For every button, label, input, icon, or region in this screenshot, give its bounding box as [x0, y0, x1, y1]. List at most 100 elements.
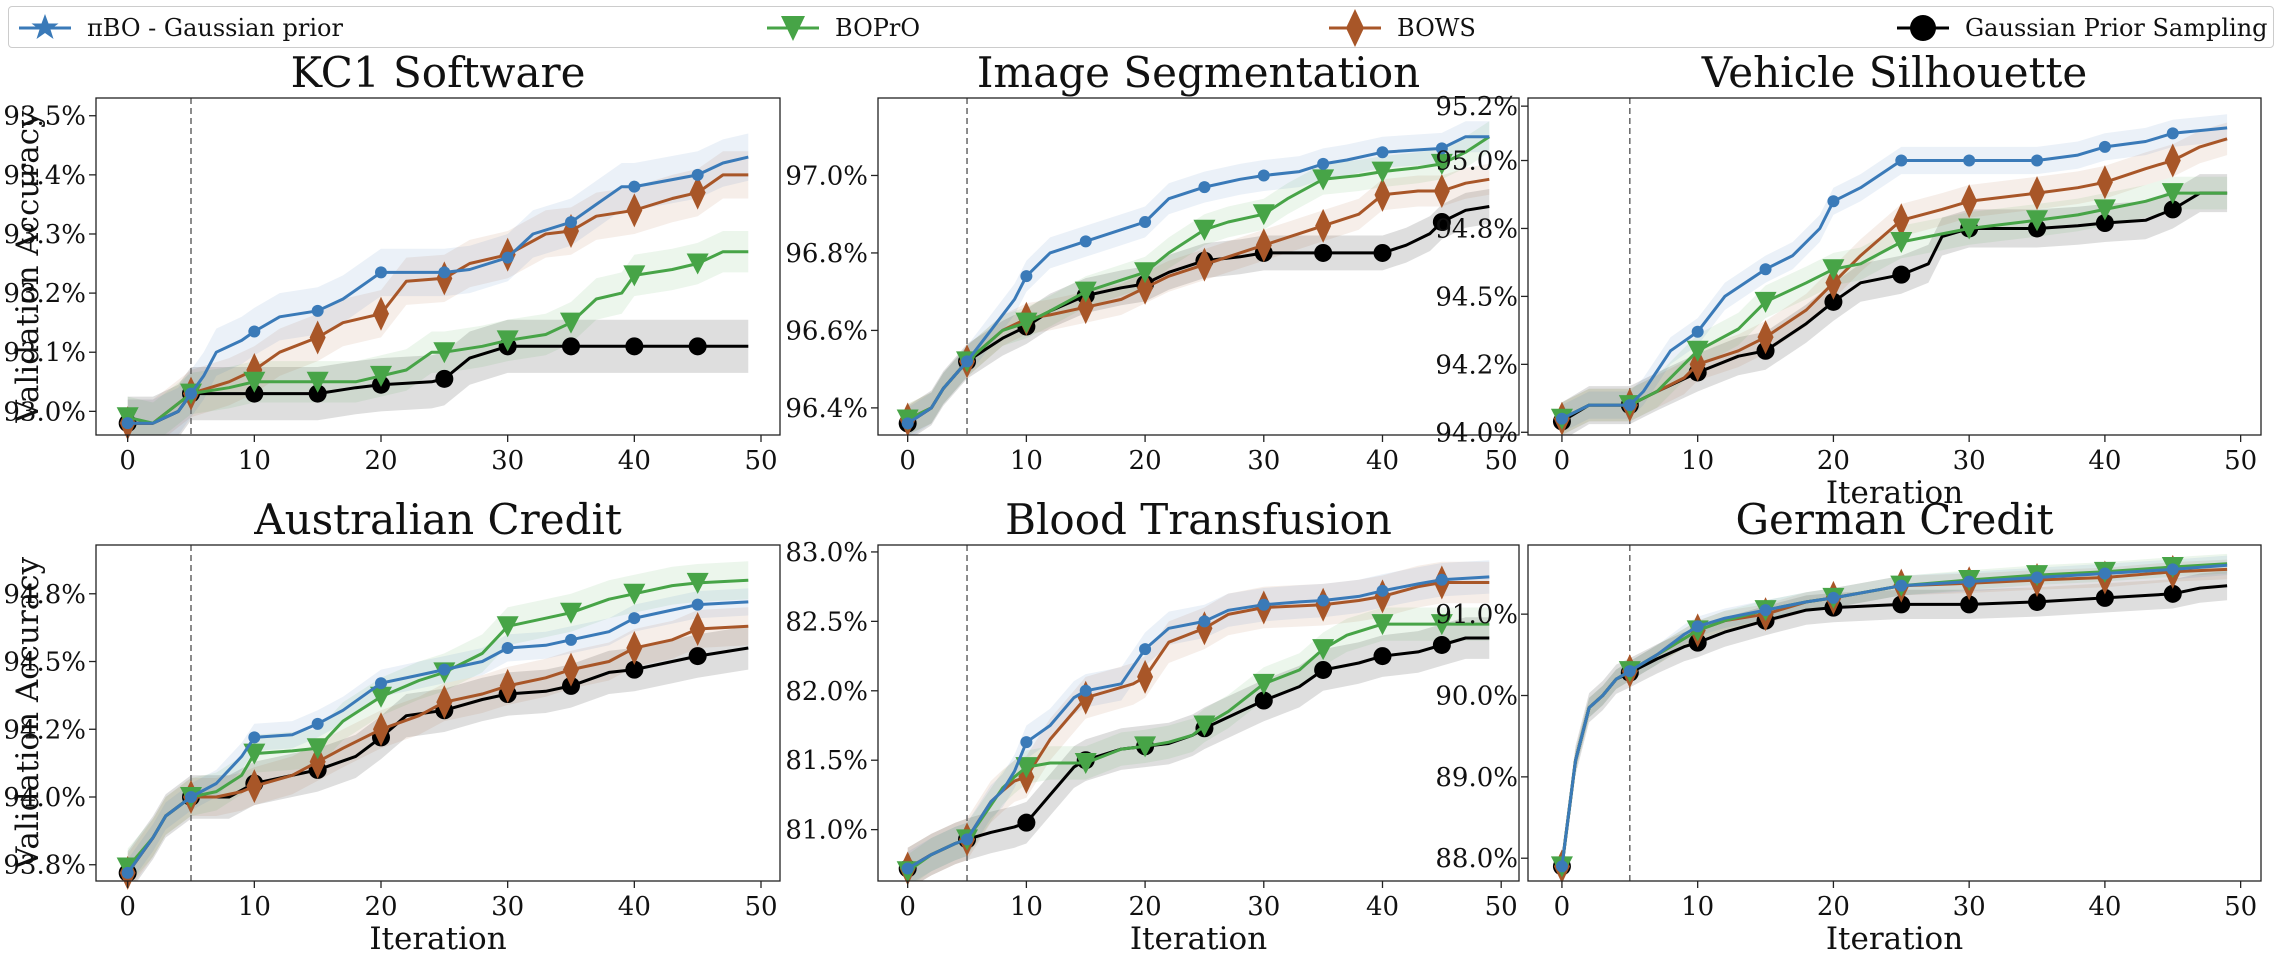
- x-tick-label: 40: [618, 446, 651, 476]
- chart-title: Blood Transfusion: [1005, 495, 1392, 544]
- marker-bopro: [2161, 183, 2184, 205]
- legend-label-gps: Gaussian Prior Sampling: [1965, 14, 2268, 42]
- marker-pibo: [565, 216, 577, 229]
- marker-pibo: [1435, 573, 1448, 586]
- marker-bopro: [1015, 757, 1038, 779]
- x-tick-label: 30: [1247, 892, 1280, 922]
- band-pibo: [127, 133, 749, 435]
- marker-bows: [246, 769, 263, 804]
- marker-pibo: [2098, 567, 2111, 580]
- marker-bows: [689, 612, 706, 646]
- series-line-gps: [906, 205, 1490, 425]
- y-tick-label: 89.0%: [1435, 763, 1518, 793]
- marker-gps: [1314, 243, 1333, 262]
- x-tick-label: 10: [1010, 892, 1043, 922]
- marker-pibo: [2166, 127, 2179, 140]
- y-tick-label: 88.0%: [1435, 844, 1518, 874]
- marker-bopro: [1312, 639, 1335, 661]
- plot-frame: [877, 544, 1520, 882]
- x-tick-label: 40: [1366, 446, 1399, 476]
- marker-pibo: [438, 266, 451, 279]
- y-axis-label: Validation Accuracy: [10, 556, 46, 870]
- marker-bopro: [686, 572, 709, 594]
- marker-bows: [1137, 270, 1154, 305]
- marker-pibo: [1079, 235, 1092, 248]
- marker-pibo: [1759, 263, 1772, 276]
- y-axis-label: Validation Accuracy: [10, 110, 46, 424]
- y-tick-label: 94.5%: [3, 648, 86, 678]
- chart-title: Australian Credit: [253, 495, 622, 544]
- y-tick-label: 93.2%: [3, 279, 86, 309]
- y-tick-label: 81.5%: [785, 746, 868, 776]
- y-tick-label: 94.0%: [1435, 418, 1518, 448]
- y-tick-label: 94.0%: [3, 783, 86, 813]
- marker-bopro: [1134, 262, 1157, 284]
- x-axis-label: Iteration: [1826, 921, 1963, 953]
- marker-pibo: [1079, 684, 1092, 697]
- marker-gps: [2028, 592, 2047, 611]
- marker-pibo: [961, 833, 974, 846]
- marker-pibo: [1895, 579, 1908, 592]
- marker-pibo: [2031, 154, 2044, 167]
- marker-bows: [1433, 173, 1450, 208]
- band-bows: [127, 151, 749, 435]
- panel-3: 0 10 20 30 40 50 93.8% 94.0% 94.2% 94.5% 94.8% Aust…: [3, 495, 781, 953]
- x-tick-label: 10: [238, 892, 271, 922]
- marker-pibo: [185, 791, 197, 803]
- marker-bows: [436, 685, 453, 720]
- marker-gps: [1824, 292, 1843, 311]
- marker-pibo: [311, 717, 324, 730]
- marker-pibo: [691, 168, 704, 181]
- marker-pibo: [1139, 215, 1152, 228]
- marker-gps: [245, 384, 264, 403]
- panel-1: 0 10 20 30 40 50 96.4% 96.6% 96.8% 97.0% Image Seg…: [785, 48, 1520, 476]
- marker-gps: [2095, 214, 2114, 233]
- marker-bopro: [1958, 218, 1981, 240]
- marker-pibo: [1139, 643, 1152, 656]
- marker-bopro: [433, 342, 456, 364]
- x-tick-label: 50: [2224, 446, 2257, 476]
- marker-bows: [689, 175, 706, 210]
- marker-pibo: [1759, 604, 1772, 617]
- band-gps: [1561, 174, 2228, 435]
- y-tick-label: 82.0%: [785, 677, 868, 707]
- y-tick-label: 95.2%: [1435, 92, 1518, 122]
- marker-pibo: [185, 387, 197, 400]
- x-tick-label: 50: [1485, 446, 1518, 476]
- marker-bopro: [560, 602, 582, 624]
- x-tick-label: 0: [899, 446, 916, 476]
- marker-bopro: [1074, 752, 1097, 774]
- marker-gps: [1254, 691, 1273, 710]
- marker-bopro: [623, 265, 646, 287]
- marker-bows: [1961, 184, 1978, 219]
- marker-bows: [1196, 247, 1213, 282]
- series-line-pibo: [126, 600, 749, 874]
- marker-pibo: [1555, 860, 1568, 873]
- marker-pibo: [1895, 154, 1908, 167]
- marker-bopro: [1822, 259, 1845, 281]
- marker-bows: [626, 193, 643, 228]
- marker-bopro: [1015, 312, 1038, 334]
- y-tick-label: 93.0%: [3, 397, 86, 427]
- marker-gps: [1314, 660, 1333, 679]
- marker-bopro: [1371, 614, 1394, 636]
- marker-bows: [499, 668, 516, 703]
- x-tick-label: 20: [1817, 446, 1850, 476]
- y-tick-label: 91.0%: [1435, 600, 1518, 630]
- marker-pibo: [121, 866, 134, 879]
- marker-gps: [2163, 584, 2182, 603]
- band-gps: [907, 189, 1490, 435]
- marker-bopro: [1890, 232, 1913, 254]
- band-bows: [127, 607, 749, 881]
- x-tick-label: 20: [1129, 892, 1162, 922]
- plot-frame: [1527, 544, 2262, 882]
- marker-pibo: [901, 417, 914, 430]
- marker-bows: [309, 744, 326, 779]
- marker-bopro: [1371, 161, 1394, 183]
- band-bopro: [907, 607, 1490, 881]
- x-tick-label: 40: [2088, 892, 2121, 922]
- x-tick-label: 50: [2224, 892, 2257, 922]
- marker-bopro: [370, 365, 392, 387]
- marker-bows: [1255, 228, 1272, 263]
- marker-gps: [2163, 200, 2182, 219]
